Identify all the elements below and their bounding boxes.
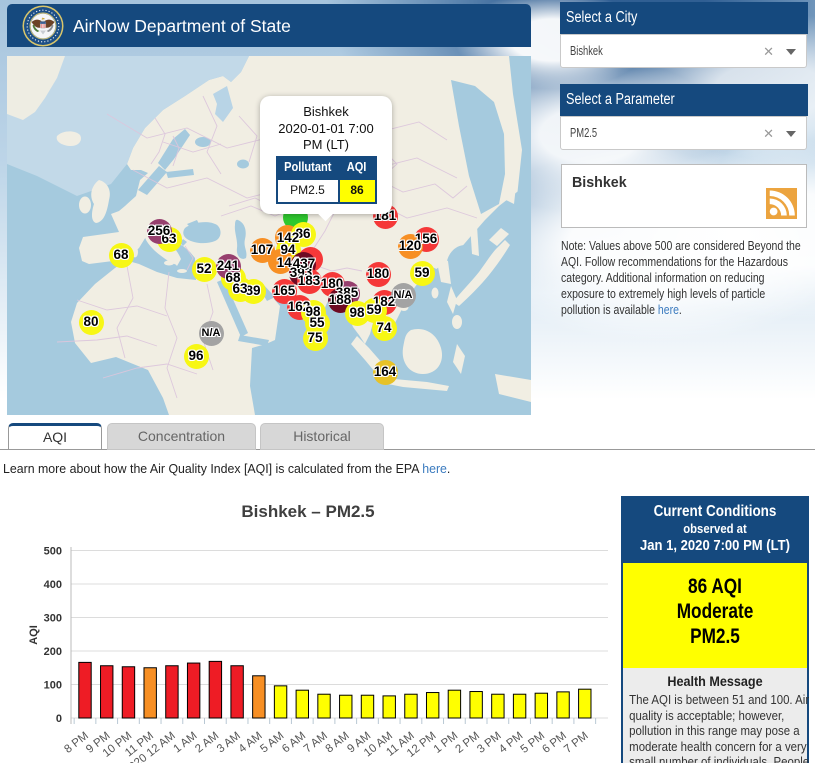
svg-text:6 PM: 6 PM [540, 730, 569, 756]
svg-text:3 PM: 3 PM [475, 730, 504, 756]
svg-text:200: 200 [44, 646, 62, 658]
svg-text:400: 400 [44, 579, 62, 591]
svg-text:Bishkek – PM2.5: Bishkek – PM2.5 [241, 502, 374, 521]
svg-text:2 PM: 2 PM [453, 730, 482, 756]
svg-text:300: 300 [44, 613, 62, 625]
svg-text:0: 0 [56, 713, 62, 725]
svg-text:5 PM: 5 PM [519, 730, 548, 756]
svg-text:AQI: AQI [28, 625, 40, 645]
svg-text:7 AM: 7 AM [302, 730, 330, 756]
svg-text:5 AM: 5 AM [258, 730, 286, 756]
svg-text:8 PM: 8 PM [62, 730, 91, 756]
svg-text:4 AM: 4 AM [237, 730, 265, 756]
svg-text:4 PM: 4 PM [497, 730, 526, 756]
svg-text:1 AM: 1 AM [171, 730, 199, 756]
svg-text:2 AM: 2 AM [193, 730, 221, 756]
svg-text:3 AM: 3 AM [215, 730, 243, 756]
svg-text:1 PM: 1 PM [432, 730, 461, 756]
svg-text:8 AM: 8 AM [324, 730, 352, 756]
svg-text:500: 500 [44, 546, 62, 558]
svg-text:7 PM: 7 PM [562, 730, 591, 756]
svg-text:100: 100 [44, 680, 62, 692]
svg-text:6 AM: 6 AM [280, 730, 308, 756]
